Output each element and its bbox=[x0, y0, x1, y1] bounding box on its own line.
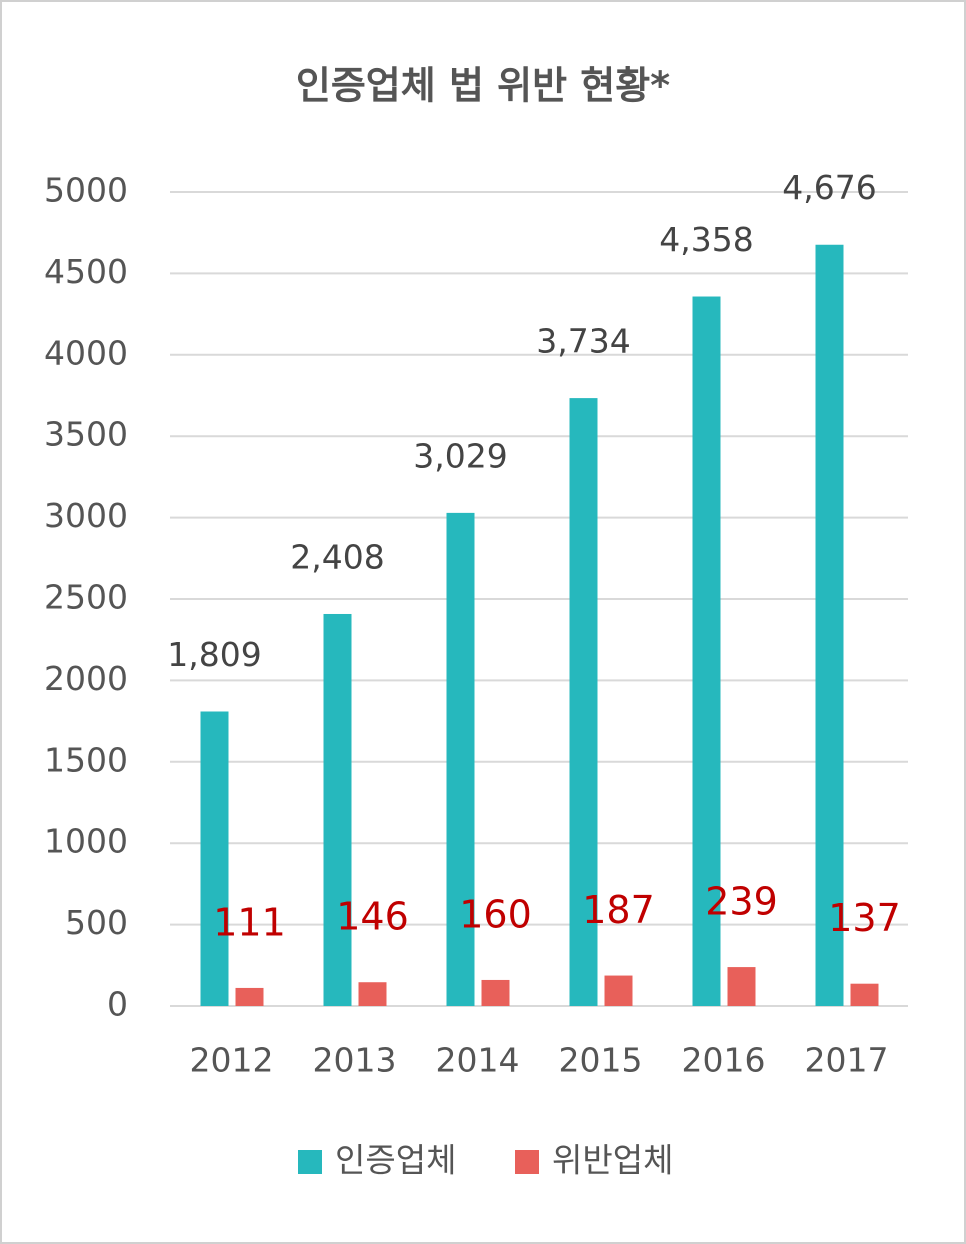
x-tick-label: 2016 bbox=[682, 1041, 766, 1080]
y-tick-label: 4500 bbox=[44, 252, 128, 291]
y-tick-label: 2000 bbox=[44, 659, 128, 698]
bar bbox=[569, 398, 598, 1006]
data-label: 3,734 bbox=[536, 322, 630, 361]
x-tick-label: 2017 bbox=[805, 1041, 889, 1080]
data-label: 1,809 bbox=[167, 635, 261, 674]
bar bbox=[727, 967, 756, 1006]
bar bbox=[235, 987, 264, 1006]
x-tick-label: 2012 bbox=[190, 1041, 274, 1080]
data-label: 146 bbox=[336, 895, 409, 939]
data-label: 137 bbox=[828, 896, 901, 940]
legend-label: 위반업체 bbox=[552, 1141, 673, 1180]
data-label: 4,676 bbox=[782, 168, 876, 207]
chart-title: 인증업체 법 위반 현황* bbox=[296, 64, 670, 108]
legend-label: 인증업체 bbox=[335, 1141, 456, 1180]
x-tick-label: 2014 bbox=[436, 1041, 520, 1080]
bar bbox=[323, 613, 352, 1006]
bar bbox=[692, 296, 721, 1007]
y-tick-label: 1000 bbox=[44, 822, 128, 861]
y-tick-label: 2500 bbox=[44, 578, 128, 617]
legend-swatch bbox=[298, 1150, 322, 1174]
bar bbox=[446, 512, 475, 1006]
y-tick-label: 4000 bbox=[44, 333, 128, 372]
legend-swatch bbox=[515, 1150, 539, 1174]
data-label: 111 bbox=[213, 900, 286, 944]
bar bbox=[815, 244, 844, 1006]
y-tick-label: 3500 bbox=[44, 415, 128, 454]
data-label: 3,029 bbox=[413, 436, 507, 475]
y-tick-label: 500 bbox=[65, 903, 128, 942]
bar bbox=[604, 975, 633, 1006]
data-label: 160 bbox=[459, 892, 532, 936]
bar bbox=[481, 979, 510, 1006]
data-label: 239 bbox=[705, 880, 778, 924]
data-label: 2,408 bbox=[290, 537, 384, 576]
y-tick-label: 3000 bbox=[44, 496, 128, 535]
bar bbox=[358, 982, 387, 1006]
x-tick-label: 2013 bbox=[313, 1041, 397, 1080]
x-tick-label: 2015 bbox=[559, 1041, 643, 1080]
data-label: 4,358 bbox=[659, 220, 753, 259]
bar bbox=[850, 983, 879, 1006]
y-tick-label: 0 bbox=[107, 985, 128, 1024]
bar bbox=[200, 711, 229, 1006]
y-tick-label: 1500 bbox=[44, 740, 128, 779]
data-label: 187 bbox=[582, 888, 655, 932]
y-tick-label: 5000 bbox=[44, 171, 128, 210]
